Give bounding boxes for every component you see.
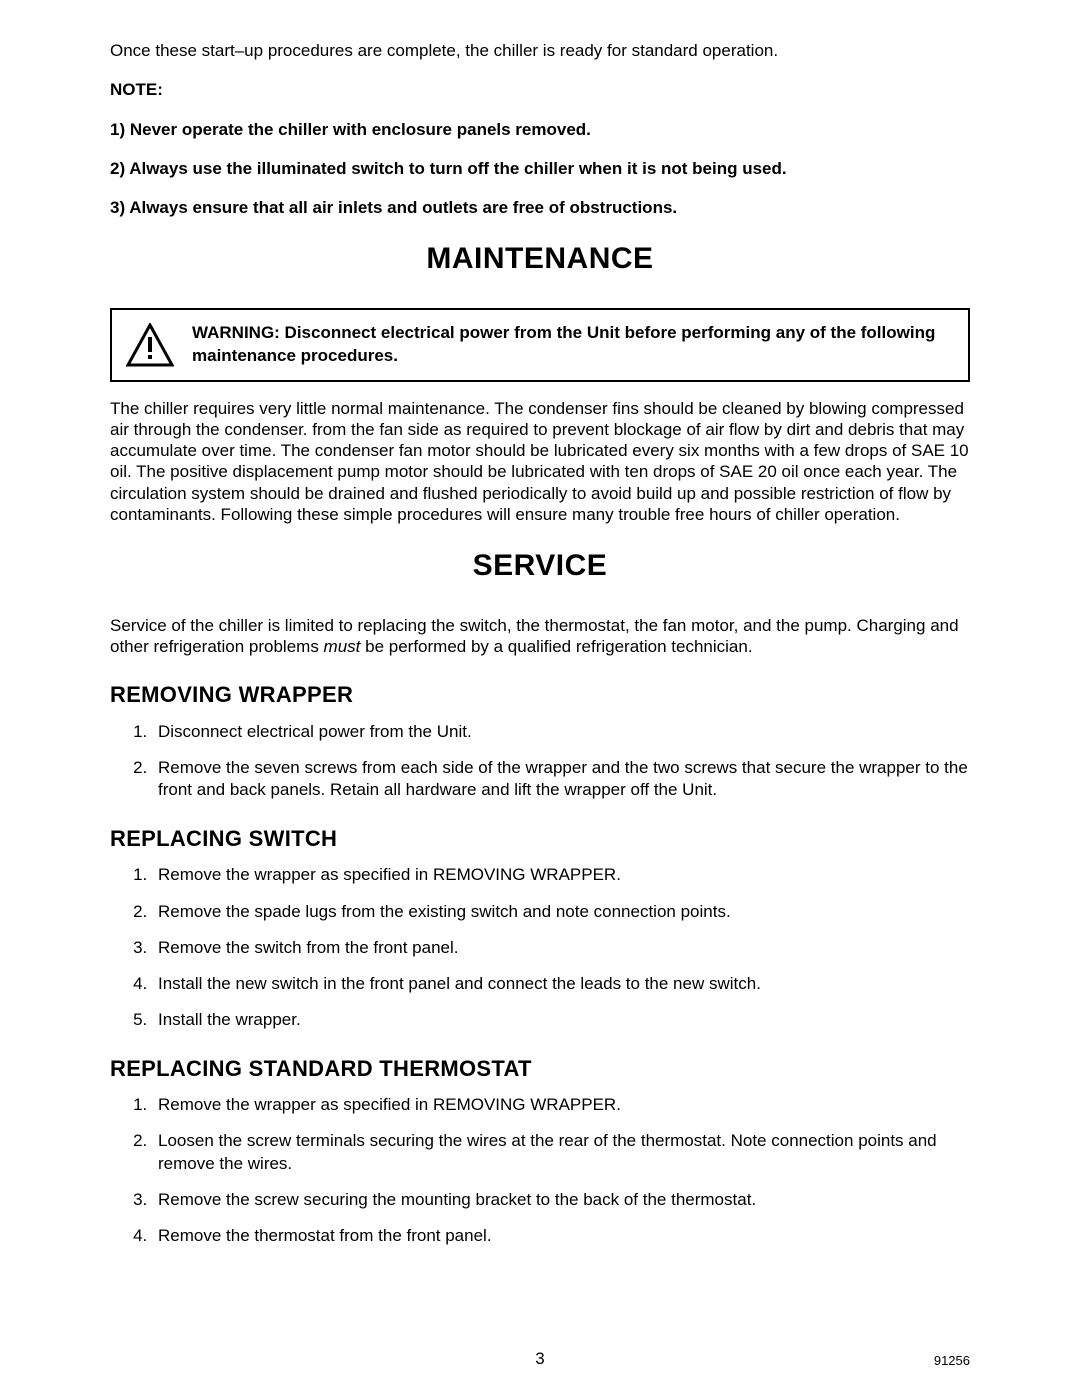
note-item-3: 3) Always ensure that all air inlets and… xyxy=(110,197,970,218)
service-intro-italic: must xyxy=(324,637,361,656)
list-item: Remove the thermostat from the front pan… xyxy=(152,1225,970,1247)
service-intro: Service of the chiller is limited to rep… xyxy=(110,615,970,658)
document-page: Once these start–up procedures are compl… xyxy=(0,0,1080,1397)
list-item: Remove the spade lugs from the existing … xyxy=(152,901,970,923)
note-item-2: 2) Always use the illuminated switch to … xyxy=(110,158,970,179)
list-item: Remove the switch from the front panel. xyxy=(152,937,970,959)
maintenance-body: The chiller requires very little normal … xyxy=(110,398,970,526)
list-item: Remove the screw securing the mounting b… xyxy=(152,1189,970,1211)
doc-number: 91256 xyxy=(934,1353,970,1369)
replacing-thermostat-heading: REPLACING STANDARD THERMOSTAT xyxy=(110,1055,970,1083)
replacing-thermostat-steps: Remove the wrapper as specified in REMOV… xyxy=(110,1094,970,1246)
list-item: Remove the wrapper as specified in REMOV… xyxy=(152,864,970,886)
list-item: Remove the seven screws from each side o… xyxy=(152,757,970,801)
removing-wrapper-steps: Disconnect electrical power from the Uni… xyxy=(110,721,970,801)
list-item: Install the new switch in the front pane… xyxy=(152,973,970,995)
list-item: Install the wrapper. xyxy=(152,1009,970,1031)
warning-triangle-icon xyxy=(126,323,174,367)
note-item-1: 1) Never operate the chiller with enclos… xyxy=(110,119,970,140)
replacing-switch-heading: REPLACING SWITCH xyxy=(110,825,970,853)
list-item: Remove the wrapper as specified in REMOV… xyxy=(152,1094,970,1116)
note-label: NOTE: xyxy=(110,79,970,100)
service-heading: SERVICE xyxy=(110,547,970,585)
list-item: Disconnect electrical power from the Uni… xyxy=(152,721,970,743)
maintenance-heading: MAINTENANCE xyxy=(110,240,970,278)
service-intro-post: be performed by a qualified refrigeratio… xyxy=(360,637,752,656)
warning-box: WARNING: Disconnect electrical power fro… xyxy=(110,308,970,382)
list-item: Loosen the screw terminals securing the … xyxy=(152,1130,970,1174)
warning-text: WARNING: Disconnect electrical power fro… xyxy=(192,322,952,368)
page-number: 3 xyxy=(0,1348,1080,1369)
removing-wrapper-heading: REMOVING WRAPPER xyxy=(110,681,970,709)
intro-paragraph: Once these start–up procedures are compl… xyxy=(110,40,970,61)
replacing-switch-steps: Remove the wrapper as specified in REMOV… xyxy=(110,864,970,1030)
